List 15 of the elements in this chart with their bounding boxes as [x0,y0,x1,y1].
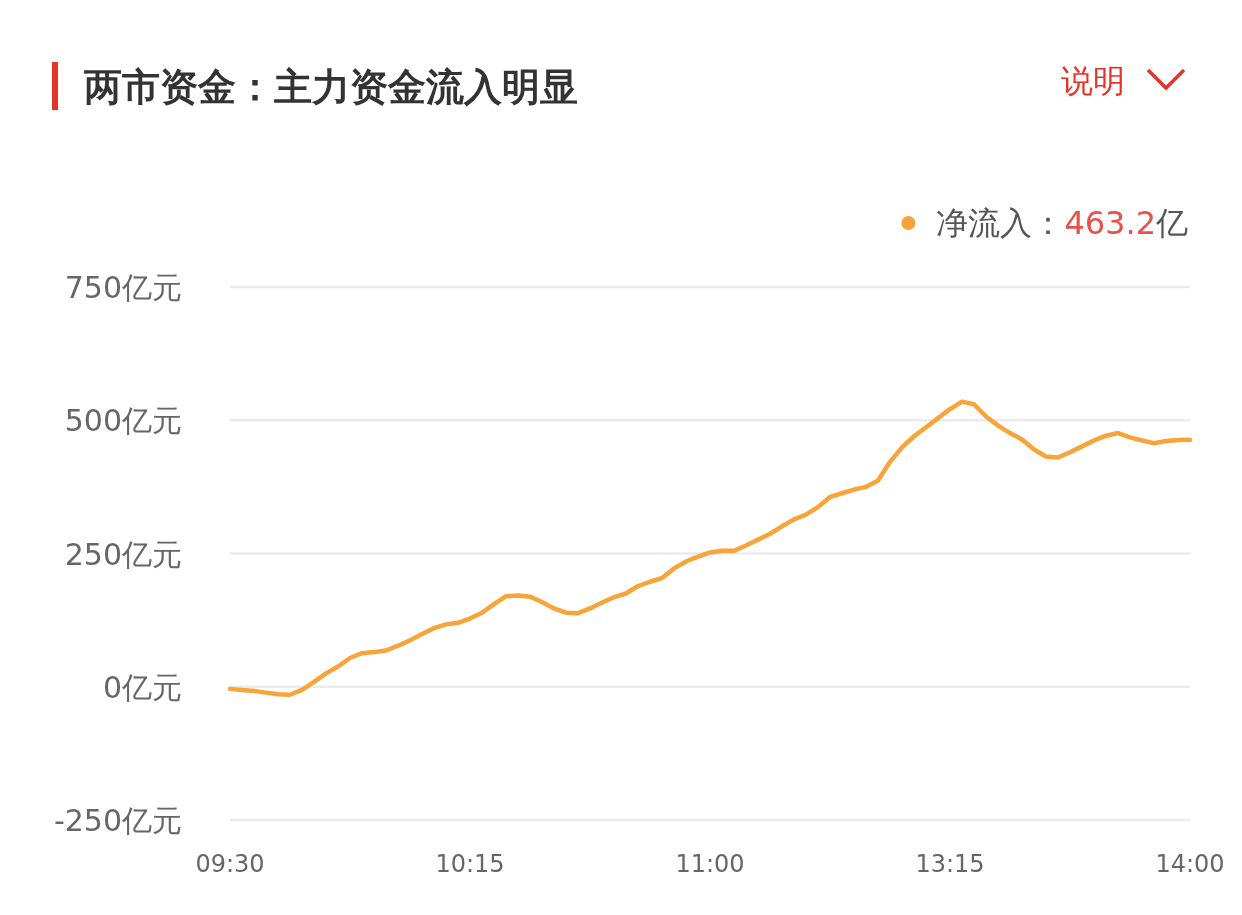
x-tick-label: 10:15 [435,850,505,878]
y-tick-label: 0亿元 [102,669,182,705]
legend-label: 净流入： [936,204,1065,242]
x-tick-label: 11:00 [675,850,745,878]
x-tick-label: 09:30 [195,850,265,878]
y-tick-label: 500亿元 [64,403,182,439]
y-tick-label: -250亿元 [53,803,182,838]
y-tick-label: 250亿元 [64,536,182,572]
chart-title: 两市资金：主力资金流入明显 [83,65,578,109]
x-tick-label: 14:00 [1155,850,1225,878]
x-tick-label: 13:15 [915,850,985,878]
text: 463.2亿 [1064,204,1188,242]
y-tick-label: 750亿元 [64,270,182,305]
line-series [227,399,1193,697]
text: 说明 [1061,62,1125,100]
